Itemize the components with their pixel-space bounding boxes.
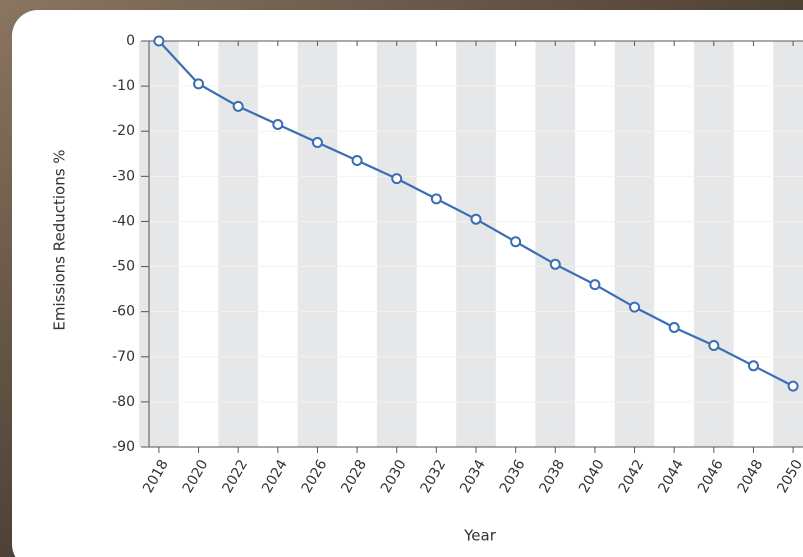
data-point <box>193 78 205 90</box>
y-tick-label: -50 <box>112 259 135 275</box>
data-point <box>232 100 244 112</box>
column-band <box>456 41 496 447</box>
data-point <box>787 380 799 392</box>
y-axis-title: Emissions Reductions % <box>51 149 69 330</box>
data-point <box>430 193 442 205</box>
data-point <box>470 213 482 225</box>
x-axis-title: Year <box>463 527 497 545</box>
data-point <box>668 321 680 333</box>
data-point <box>311 137 323 148</box>
data-point <box>747 360 759 372</box>
data-point <box>391 173 403 185</box>
y-tick-label: -30 <box>112 168 135 184</box>
data-point <box>589 279 601 291</box>
y-tick-label: 0 <box>126 33 135 49</box>
y-tick-label: -70 <box>112 349 135 365</box>
data-point <box>153 35 165 47</box>
column-band <box>297 41 338 447</box>
y-tick-label: -90 <box>112 439 135 455</box>
y-tick-label: -10 <box>112 78 135 94</box>
y-tick-label: -40 <box>112 213 135 229</box>
column-band <box>614 41 655 447</box>
data-point <box>549 258 561 270</box>
y-tick-label: -60 <box>112 304 135 320</box>
data-point <box>351 155 363 167</box>
column-band <box>376 41 417 447</box>
data-point <box>510 236 522 248</box>
y-tick-label: -80 <box>112 394 135 410</box>
column-band <box>139 41 179 447</box>
column-band <box>694 41 734 447</box>
y-tick-label: -20 <box>112 123 135 139</box>
data-point <box>272 118 284 130</box>
data-point <box>629 301 641 313</box>
column-band <box>535 41 576 447</box>
data-point <box>708 340 720 351</box>
